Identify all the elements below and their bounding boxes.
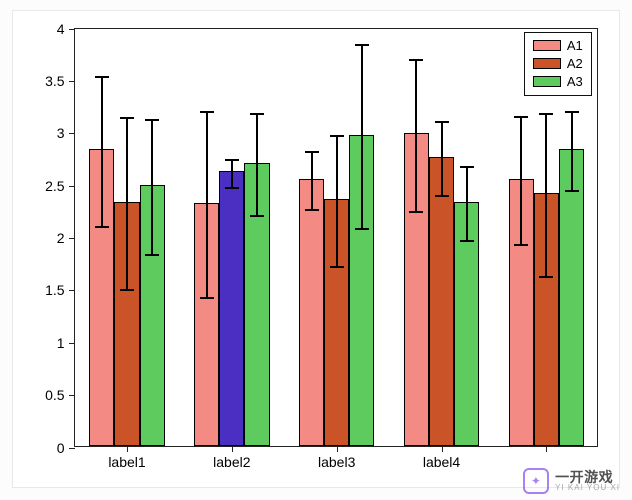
bar-A1: [299, 179, 324, 446]
legend-row-A2: A2: [533, 55, 583, 73]
legend: A1A2A3: [524, 32, 592, 96]
bar-A1: [404, 133, 429, 445]
ytick-label: 0: [57, 440, 65, 456]
legend-label: A2: [567, 55, 583, 73]
legend-row-A3: A3: [533, 73, 583, 91]
watermark-main: 一开游戏: [555, 470, 620, 484]
ytick-label: 1.5: [45, 282, 64, 298]
legend-label: A3: [567, 73, 583, 91]
xtick-label: label4: [423, 454, 460, 470]
bar-A2: [219, 171, 244, 445]
legend-row-A1: A1: [533, 37, 583, 55]
watermark-sub: YI KAI YOU XI: [555, 484, 620, 492]
ytick-label: 2: [57, 230, 65, 246]
xtick-label: label1: [108, 454, 145, 470]
chart-frame: 0 0.5 1 1.5 2 2.5 3 3.5 4 label1 label2 label3 label…: [12, 10, 620, 488]
bar-A3: [244, 163, 269, 446]
watermark: ✦ 一开游戏 YI KAI YOU XI: [523, 468, 620, 494]
bar-A3: [140, 185, 165, 446]
bar-A3: [349, 135, 374, 446]
bar-A2: [324, 199, 349, 445]
legend-swatch: [533, 76, 561, 87]
bar-A2: [114, 202, 139, 446]
legend-swatch: [533, 40, 561, 51]
bar-A1: [509, 179, 534, 446]
ytick-label: 0.5: [45, 387, 64, 403]
bar-A3: [559, 149, 584, 445]
legend-label: A1: [567, 37, 583, 55]
gamepad-icon: ✦: [523, 468, 549, 494]
ytick-label: 3.5: [45, 73, 64, 89]
ytick-label: 2.5: [45, 178, 64, 194]
bar-A3: [454, 202, 479, 446]
ytick-label: 1: [57, 335, 65, 351]
ytick-label: 4: [57, 21, 65, 37]
ytick-label: 3: [57, 125, 65, 141]
bar-A2: [534, 193, 559, 445]
xtick-label: label2: [213, 454, 250, 470]
bar-A2: [429, 157, 454, 446]
plot-area: 00.511.522.533.54label1label2label3label…: [74, 28, 598, 447]
xtick-label: label3: [318, 454, 355, 470]
legend-swatch: [533, 58, 561, 69]
bar-A1: [89, 149, 114, 445]
bar-A1: [194, 203, 219, 446]
